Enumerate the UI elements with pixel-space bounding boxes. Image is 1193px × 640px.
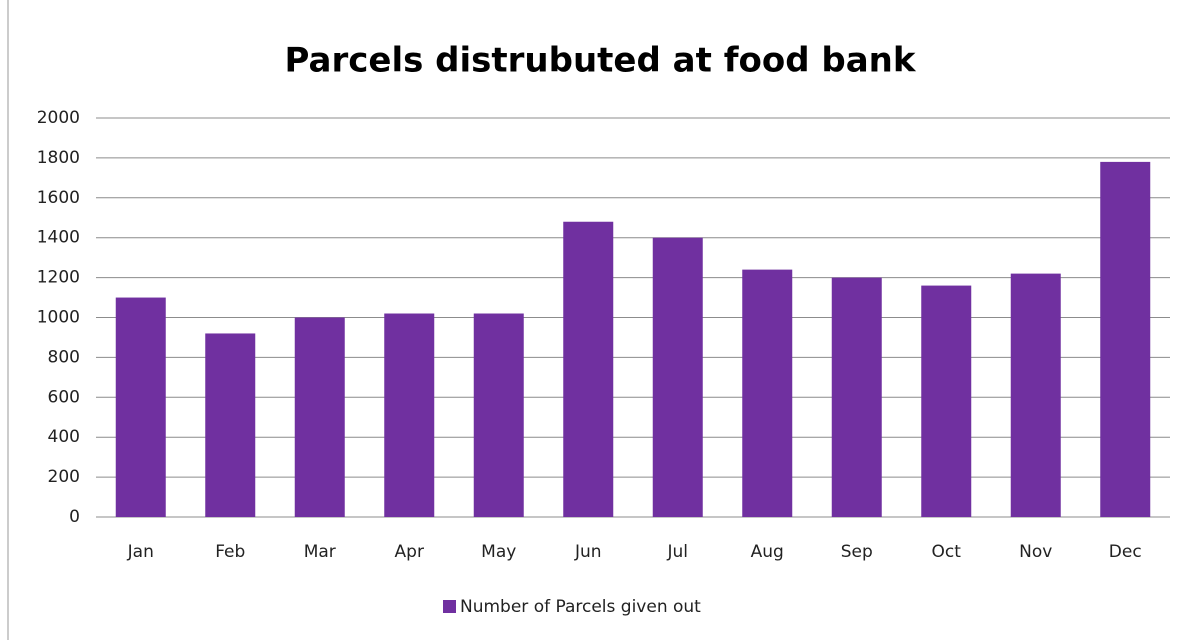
y-tick-label: 200 [48,467,80,487]
legend-swatch [443,600,456,613]
bar [473,313,524,517]
x-tick-label: Jul [666,542,688,562]
x-tick-label: Sep [841,542,873,562]
y-tick-label: 1400 [37,228,80,248]
y-tick-label: 400 [48,427,80,447]
x-tick-label: Dec [1109,542,1142,562]
y-tick-label: 1600 [37,188,80,208]
y-tick-label: 1800 [37,148,80,168]
x-tick-label: Mar [304,542,336,562]
x-tick-label: Oct [932,542,962,562]
x-tick-label: Aug [751,542,784,562]
bar [831,277,882,517]
bar [1100,161,1151,517]
x-tick-label: Jun [574,542,602,562]
y-tick-label: 800 [48,347,80,367]
bar [1010,273,1061,517]
y-tick-label: 2000 [37,108,80,128]
x-tick-label: Feb [215,542,245,562]
x-tick-label: Nov [1019,542,1052,562]
y-tick-label: 600 [48,387,80,407]
bar [294,317,345,517]
y-tick-label: 1200 [37,268,80,288]
legend-label: Number of Parcels given out [460,597,701,617]
bar [205,333,256,517]
bar [563,221,614,518]
bar [742,269,793,517]
y-tick-label: 0 [69,507,80,527]
x-tick-label: May [481,542,516,562]
bar [384,313,435,517]
x-tick-label: Jan [127,542,154,562]
chart-title: Parcels distrubuted at food bank [285,41,917,81]
y-tick-label: 1000 [37,308,80,328]
bar [652,237,703,517]
bar [115,297,166,517]
bar [921,285,972,517]
x-tick-label: Apr [395,542,424,562]
